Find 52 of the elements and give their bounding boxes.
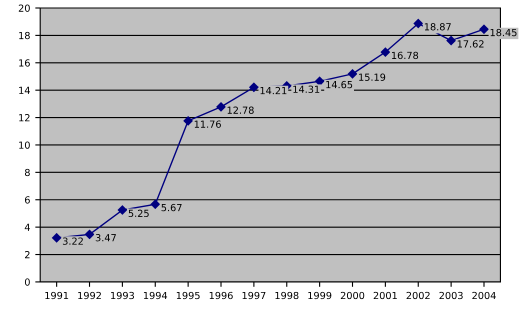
- y-tick-label: 14: [19, 86, 30, 94]
- data-label: 16.78: [392, 52, 418, 60]
- point: [380, 47, 390, 57]
- point: [84, 230, 94, 240]
- y-tick-label: 0: [24, 278, 30, 286]
- x-tick-label: 1997: [242, 292, 266, 300]
- x-tick-label: 1995: [176, 292, 200, 300]
- point: [414, 18, 423, 28]
- y-tick-label: 10: [19, 141, 30, 149]
- data-label: 17.62: [458, 40, 484, 48]
- point: [315, 76, 324, 86]
- y-tick-label: 2: [25, 251, 30, 258]
- data-label: 14.65: [326, 80, 352, 88]
- point: [118, 205, 128, 215]
- x-tick-label: 2004: [472, 292, 496, 300]
- y-tick-label: 18: [19, 32, 30, 40]
- point: [348, 69, 358, 78]
- x-tick-label: 1993: [111, 292, 134, 300]
- data-label: 5.67: [162, 204, 182, 212]
- point: [479, 24, 489, 34]
- data-label: 3.47: [96, 234, 116, 242]
- data-label: 5.25: [128, 210, 149, 218]
- x-tick-label: 2000: [340, 292, 364, 300]
- x-tick-label: 1996: [210, 292, 233, 300]
- point: [184, 116, 193, 126]
- x-tick-label: 2001: [374, 292, 397, 300]
- data-label: 15.19: [359, 74, 386, 81]
- x-tick-label: 1999: [308, 292, 332, 300]
- x-tick-label: 2003: [439, 292, 463, 300]
- data-label: 14.21: [260, 86, 286, 94]
- x-tick-label: 2002: [406, 292, 430, 300]
- x-tick-label: 1992: [78, 292, 101, 300]
- point: [446, 36, 456, 46]
- y-tick-label: 20: [18, 4, 30, 12]
- data-label: 3.22: [62, 237, 83, 245]
- point: [52, 233, 62, 242]
- x-tick-label: 1991: [45, 292, 68, 300]
- data-label: 12.78: [228, 106, 254, 114]
- x-tick-label: 1998: [275, 292, 298, 300]
- point: [216, 102, 226, 112]
- data-label: 14.31: [293, 86, 320, 93]
- point: [150, 200, 160, 209]
- x-tick-label: 1994: [144, 292, 168, 300]
- data-label: 18.87: [424, 23, 451, 30]
- y-tick-label: 4: [24, 224, 30, 231]
- data-label: 18.45: [490, 28, 517, 36]
- point: [249, 82, 259, 92]
- y-tick-label: 8: [24, 168, 30, 176]
- y-tick-label: 6: [24, 196, 30, 204]
- y-tick-label: 12: [19, 114, 30, 122]
- data-label: 11.76: [194, 120, 221, 128]
- y-tick-label: 16: [19, 59, 30, 67]
